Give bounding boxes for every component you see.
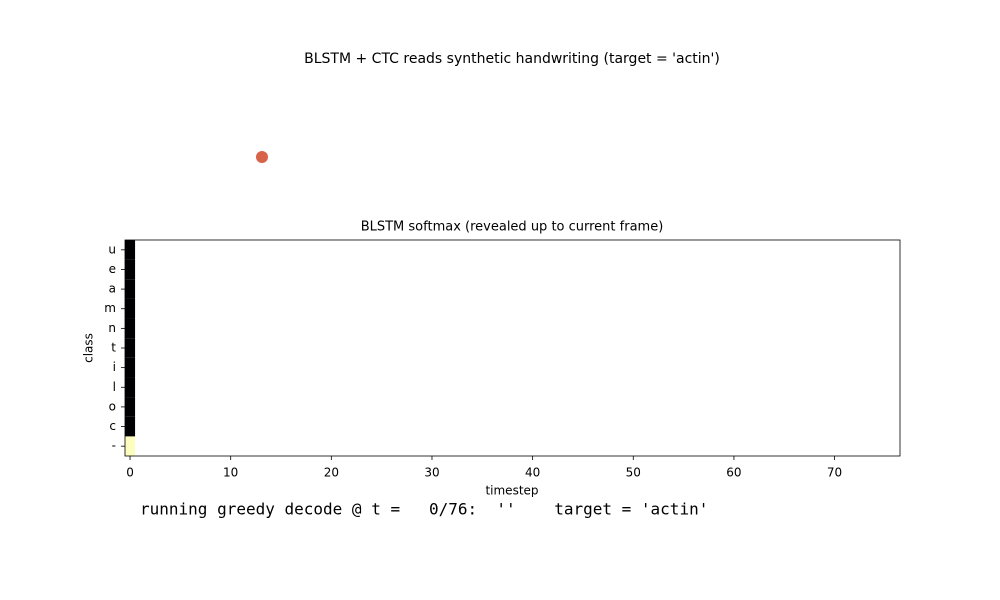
x-tick-label: 50 bbox=[626, 466, 641, 480]
y-tick-label: i bbox=[113, 360, 116, 374]
y-tick-label: a bbox=[109, 282, 116, 296]
heatmap-cell bbox=[125, 279, 136, 299]
heatmap-cell bbox=[125, 397, 136, 417]
x-tick-label: 40 bbox=[525, 466, 540, 480]
x-axis-label: timestep bbox=[485, 484, 538, 498]
heatmap-cell bbox=[125, 377, 136, 398]
y-tick-label: e bbox=[109, 262, 116, 276]
heatmap-cell bbox=[125, 416, 136, 437]
x-tick-label: 70 bbox=[827, 466, 842, 480]
y-tick-label: t bbox=[111, 341, 116, 355]
y-tick-label: o bbox=[109, 399, 116, 413]
heatmap-cell bbox=[125, 338, 136, 358]
x-tick-label: 0 bbox=[126, 466, 134, 480]
heatmap-cell bbox=[125, 259, 136, 280]
heatmap-cell bbox=[125, 240, 136, 260]
plot-frame bbox=[124, 239, 901, 457]
axes-title: BLSTM softmax (revealed up to current fr… bbox=[361, 220, 664, 235]
y-tick-label: u bbox=[108, 242, 116, 256]
x-tick-label: 60 bbox=[726, 466, 741, 480]
y-tick-label: - bbox=[112, 439, 116, 453]
y-axis-label: class bbox=[82, 333, 96, 363]
heatmap-cell bbox=[125, 318, 136, 339]
x-tick-label: 30 bbox=[424, 466, 439, 480]
heatmap-cell bbox=[125, 436, 136, 456]
x-tick-label: 10 bbox=[223, 466, 238, 480]
y-tick-label: m bbox=[104, 301, 116, 315]
x-tick-label: 20 bbox=[324, 466, 339, 480]
status-text: running greedy decode @ t = 0/76: '' tar… bbox=[140, 500, 708, 519]
y-tick-label: n bbox=[108, 321, 116, 335]
heatmap-cell bbox=[125, 357, 136, 378]
y-tick-label: c bbox=[109, 419, 116, 433]
heatmap-cell bbox=[125, 298, 136, 319]
y-tick-label: l bbox=[113, 380, 116, 394]
pen-position bbox=[256, 151, 268, 163]
figure-title: BLSTM + CTC reads synthetic handwriting … bbox=[304, 51, 720, 67]
